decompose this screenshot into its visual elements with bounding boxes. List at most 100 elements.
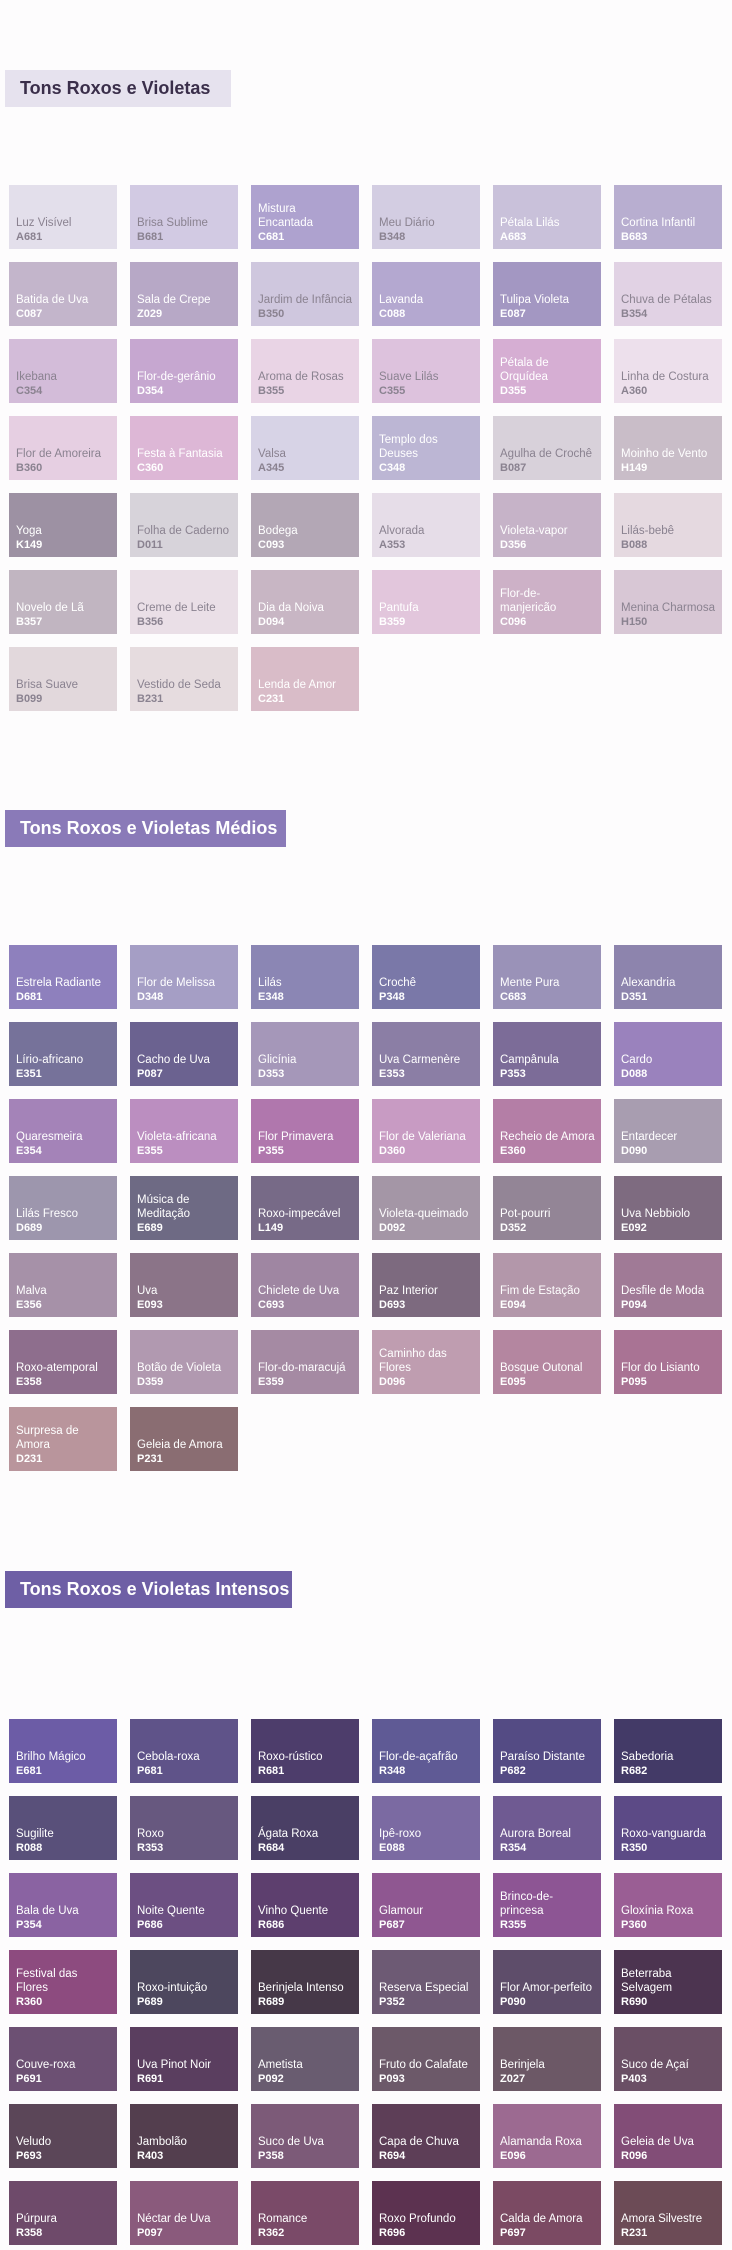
color-swatch[interactable]: Crochê P348 bbox=[372, 945, 480, 1009]
color-swatch[interactable]: Roxo-rústico R681 bbox=[251, 1719, 359, 1783]
color-swatch[interactable]: Romance R362 bbox=[251, 2181, 359, 2245]
color-swatch[interactable]: Cebola-roxa P681 bbox=[130, 1719, 238, 1783]
color-swatch[interactable]: Menina Charmosa H150 bbox=[614, 570, 722, 634]
color-swatch[interactable]: Surpresa de Amora D231 bbox=[9, 1407, 117, 1471]
color-swatch[interactable]: Chiclete de Uva C693 bbox=[251, 1253, 359, 1317]
color-swatch[interactable]: Violeta-queimado D092 bbox=[372, 1176, 480, 1240]
color-swatch[interactable]: Uva Carmenère E353 bbox=[372, 1022, 480, 1086]
color-swatch[interactable]: Linha de Costura A360 bbox=[614, 339, 722, 403]
color-swatch[interactable]: Mistura Encantada C681 bbox=[251, 185, 359, 249]
color-swatch[interactable]: Jardim de Infância B350 bbox=[251, 262, 359, 326]
color-swatch[interactable]: Lenda de Amor C231 bbox=[251, 647, 359, 711]
color-swatch[interactable]: Flor-do-maracujá E359 bbox=[251, 1330, 359, 1394]
color-swatch[interactable]: Templo dos Deuses C348 bbox=[372, 416, 480, 480]
color-swatch[interactable]: Noite Quente P686 bbox=[130, 1873, 238, 1937]
color-swatch[interactable]: Couve-roxa P691 bbox=[9, 2027, 117, 2091]
color-swatch[interactable]: Amora Silvestre R231 bbox=[614, 2181, 722, 2245]
color-swatch[interactable]: Fim de Estação E094 bbox=[493, 1253, 601, 1317]
color-swatch[interactable]: Paraíso Distante P682 bbox=[493, 1719, 601, 1783]
color-swatch[interactable]: Flor de Valeriana D360 bbox=[372, 1099, 480, 1163]
color-swatch[interactable]: Flor-de-gerânio D354 bbox=[130, 339, 238, 403]
color-swatch[interactable]: Brinco-de-princesa R355 bbox=[493, 1873, 601, 1937]
color-swatch[interactable]: Agulha de Crochê B087 bbox=[493, 416, 601, 480]
color-swatch[interactable]: Mente Pura C683 bbox=[493, 945, 601, 1009]
color-swatch[interactable]: Alexandria D351 bbox=[614, 945, 722, 1009]
color-swatch[interactable]: Cacho de Uva P087 bbox=[130, 1022, 238, 1086]
color-swatch[interactable]: Meu Diário B348 bbox=[372, 185, 480, 249]
color-swatch[interactable]: Roxo-impecável L149 bbox=[251, 1176, 359, 1240]
color-swatch[interactable]: Uva E093 bbox=[130, 1253, 238, 1317]
color-swatch[interactable]: Ipê-roxo E088 bbox=[372, 1796, 480, 1860]
color-swatch[interactable]: Sabedoria R682 bbox=[614, 1719, 722, 1783]
color-swatch[interactable]: Bosque Outonal E095 bbox=[493, 1330, 601, 1394]
color-swatch[interactable]: Suave Lilás C355 bbox=[372, 339, 480, 403]
color-swatch[interactable]: Ágata Roxa R684 bbox=[251, 1796, 359, 1860]
color-swatch[interactable]: Flor-de-açafrão R348 bbox=[372, 1719, 480, 1783]
color-swatch[interactable]: Vestido de Seda B231 bbox=[130, 647, 238, 711]
color-swatch[interactable]: Cardo D088 bbox=[614, 1022, 722, 1086]
color-swatch[interactable]: Néctar de Uva P097 bbox=[130, 2181, 238, 2245]
color-swatch[interactable]: Bodega C093 bbox=[251, 493, 359, 557]
color-swatch[interactable]: Berinjela Z027 bbox=[493, 2027, 601, 2091]
color-swatch[interactable]: Veludo P693 bbox=[9, 2104, 117, 2168]
color-swatch[interactable]: Roxo Profundo R696 bbox=[372, 2181, 480, 2245]
color-swatch[interactable]: Valsa A345 bbox=[251, 416, 359, 480]
color-swatch[interactable]: Brisa Sublime B681 bbox=[130, 185, 238, 249]
color-swatch[interactable]: Bala de Uva P354 bbox=[9, 1873, 117, 1937]
color-swatch[interactable]: Desfile de Moda P094 bbox=[614, 1253, 722, 1317]
color-swatch[interactable]: Luz Visível A681 bbox=[9, 185, 117, 249]
color-swatch[interactable]: Flor de Melissa D348 bbox=[130, 945, 238, 1009]
color-swatch[interactable]: Uva Pinot Noir R691 bbox=[130, 2027, 238, 2091]
color-swatch[interactable]: Yoga K149 bbox=[9, 493, 117, 557]
color-swatch[interactable]: Dia da Noiva D094 bbox=[251, 570, 359, 634]
color-swatch[interactable]: Alvorada A353 bbox=[372, 493, 480, 557]
color-swatch[interactable]: Ametista P092 bbox=[251, 2027, 359, 2091]
color-swatch[interactable]: Festival das Flores R360 bbox=[9, 1950, 117, 2014]
color-swatch[interactable]: Lilás-bebê B088 bbox=[614, 493, 722, 557]
color-swatch[interactable]: Calda de Amora P697 bbox=[493, 2181, 601, 2245]
color-swatch[interactable]: Beterraba Selvagem R690 bbox=[614, 1950, 722, 2014]
color-swatch[interactable]: Violeta-africana E355 bbox=[130, 1099, 238, 1163]
color-swatch[interactable]: Capa de Chuva R694 bbox=[372, 2104, 480, 2168]
color-swatch[interactable]: Púrpura R358 bbox=[9, 2181, 117, 2245]
color-swatch[interactable]: Brilho Mágico E681 bbox=[9, 1719, 117, 1783]
color-swatch[interactable]: Jambolão R403 bbox=[130, 2104, 238, 2168]
color-swatch[interactable]: Botão de Violeta D359 bbox=[130, 1330, 238, 1394]
color-swatch[interactable]: Campânula P353 bbox=[493, 1022, 601, 1086]
color-swatch[interactable]: Chuva de Pétalas B354 bbox=[614, 262, 722, 326]
color-swatch[interactable]: Ikebana C354 bbox=[9, 339, 117, 403]
color-swatch[interactable]: Festa à Fantasia C360 bbox=[130, 416, 238, 480]
color-swatch[interactable]: Suco de Açaí P403 bbox=[614, 2027, 722, 2091]
color-swatch[interactable]: Glicínia D353 bbox=[251, 1022, 359, 1086]
color-swatch[interactable]: Malva E356 bbox=[9, 1253, 117, 1317]
color-swatch[interactable]: Recheio de Amora E360 bbox=[493, 1099, 601, 1163]
color-swatch[interactable]: Glamour P687 bbox=[372, 1873, 480, 1937]
color-swatch[interactable]: Caminho das Flores D096 bbox=[372, 1330, 480, 1394]
color-swatch[interactable]: Pot-pourri D352 bbox=[493, 1176, 601, 1240]
color-swatch[interactable]: Cortina Infantil B683 bbox=[614, 185, 722, 249]
color-swatch[interactable]: Fruto do Calafate P093 bbox=[372, 2027, 480, 2091]
color-swatch[interactable]: Sala de Crepe Z029 bbox=[130, 262, 238, 326]
color-swatch[interactable]: Novelo de Lã B357 bbox=[9, 570, 117, 634]
color-swatch[interactable]: Flor-de-manjericão C096 bbox=[493, 570, 601, 634]
color-swatch[interactable]: Geleia de Amora P231 bbox=[130, 1407, 238, 1471]
color-swatch[interactable]: Berinjela Intenso R689 bbox=[251, 1950, 359, 2014]
color-swatch[interactable]: Batida de Uva C087 bbox=[9, 262, 117, 326]
color-swatch[interactable]: Lírio-africano E351 bbox=[9, 1022, 117, 1086]
color-swatch[interactable]: Gloxínia Roxa P360 bbox=[614, 1873, 722, 1937]
color-swatch[interactable]: Vinho Quente R686 bbox=[251, 1873, 359, 1937]
color-swatch[interactable]: Geleia de Uva R096 bbox=[614, 2104, 722, 2168]
color-swatch[interactable]: Suco de Uva P358 bbox=[251, 2104, 359, 2168]
color-swatch[interactable]: Folha de Caderno D011 bbox=[130, 493, 238, 557]
color-swatch[interactable]: Reserva Especial P352 bbox=[372, 1950, 480, 2014]
color-swatch[interactable]: Pétala Lilás A683 bbox=[493, 185, 601, 249]
color-swatch[interactable]: Roxo-atemporal E358 bbox=[9, 1330, 117, 1394]
color-swatch[interactable]: Violeta-vapor D356 bbox=[493, 493, 601, 557]
color-swatch[interactable]: Pantufa B359 bbox=[372, 570, 480, 634]
color-swatch[interactable]: Alamanda Roxa E096 bbox=[493, 2104, 601, 2168]
color-swatch[interactable]: Lilás Fresco D689 bbox=[9, 1176, 117, 1240]
color-swatch[interactable]: Sugilite R088 bbox=[9, 1796, 117, 1860]
color-swatch[interactable]: Moinho de Vento H149 bbox=[614, 416, 722, 480]
color-swatch[interactable]: Paz Interior D693 bbox=[372, 1253, 480, 1317]
color-swatch[interactable]: Lilás E348 bbox=[251, 945, 359, 1009]
